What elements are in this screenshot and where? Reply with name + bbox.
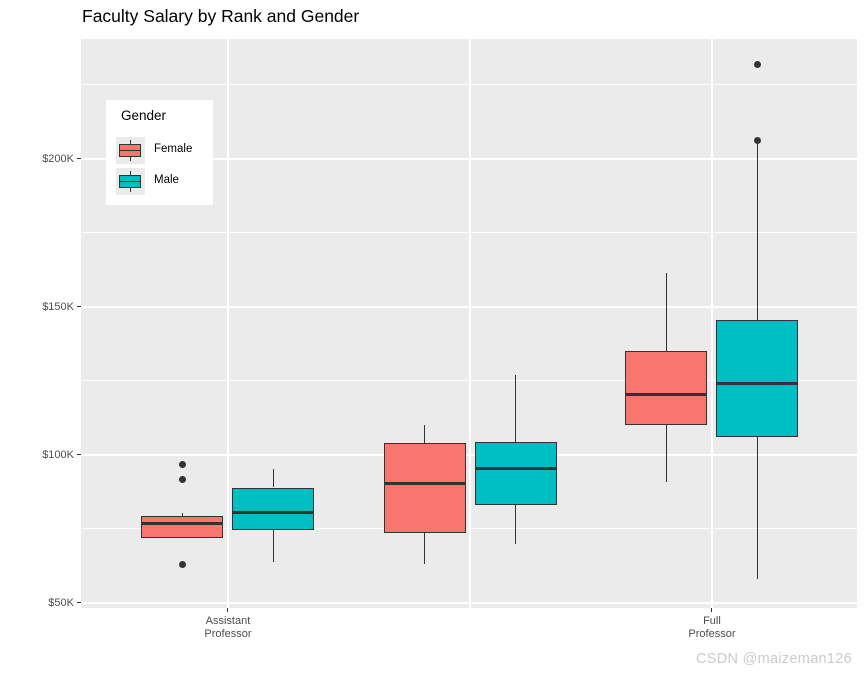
outlier-point	[753, 61, 761, 69]
whisker-upper	[514, 375, 517, 442]
chart-title: Faculty Salary by Rank and Gender	[82, 6, 360, 26]
median-line	[383, 481, 466, 485]
median-line	[716, 382, 799, 386]
legend-item-label: Male	[154, 174, 179, 186]
whisker-lower	[514, 505, 517, 544]
legend-boxplot-glyph-median	[119, 180, 141, 182]
legend-title: Gender	[121, 108, 167, 123]
legend-item-label: Female	[154, 143, 193, 155]
median-line	[474, 466, 557, 470]
y-tick-label: $200K	[42, 152, 74, 165]
whisker-lower	[665, 425, 668, 482]
legend-boxplot-glyph-median	[119, 149, 141, 151]
legend-key	[116, 168, 145, 195]
x-tick-mark	[711, 608, 713, 612]
legend: Gender Female Male	[106, 100, 213, 205]
whisker-upper	[181, 512, 184, 516]
box-iqr	[232, 487, 315, 531]
median-line	[232, 511, 315, 515]
outlier-point	[178, 561, 186, 569]
y-tick-mark	[77, 306, 81, 308]
median-line	[141, 521, 224, 525]
watermark: CSDN @maizeman126	[696, 651, 853, 667]
gridline-vertical	[226, 39, 229, 608]
legend-item-male: Male	[116, 168, 211, 195]
y-tick-mark	[77, 602, 81, 604]
box-iqr	[625, 351, 708, 426]
whisker-upper	[272, 468, 275, 488]
box-iqr	[474, 441, 557, 506]
box-iqr	[383, 443, 466, 534]
x-tick-label: Assistant Professor	[204, 615, 252, 640]
y-tick-mark	[77, 454, 81, 456]
whisker-lower	[272, 530, 275, 562]
whisker-lower	[423, 533, 426, 565]
whisker-upper	[756, 144, 759, 321]
whisker-lower	[756, 437, 759, 580]
legend-item-female: Female	[116, 137, 211, 164]
x-tick-label: Full Professor	[688, 615, 736, 640]
y-tick-mark	[77, 158, 81, 160]
gridline-vertical	[469, 39, 471, 608]
box-iqr	[141, 515, 224, 538]
x-tick-mark	[227, 608, 229, 612]
gridline-vertical	[710, 39, 713, 608]
outlier-point	[753, 136, 761, 144]
median-line	[625, 392, 708, 396]
whisker-upper	[665, 272, 668, 352]
y-tick-label: $50K	[48, 596, 74, 609]
whisker-upper	[423, 425, 426, 444]
legend-key	[116, 137, 145, 164]
outlier-point	[178, 475, 186, 483]
y-tick-label: $100K	[42, 448, 74, 461]
plot-panel	[81, 39, 857, 608]
outlier-point	[178, 460, 186, 468]
y-tick-label: $150K	[42, 300, 74, 313]
box-iqr	[716, 320, 799, 438]
